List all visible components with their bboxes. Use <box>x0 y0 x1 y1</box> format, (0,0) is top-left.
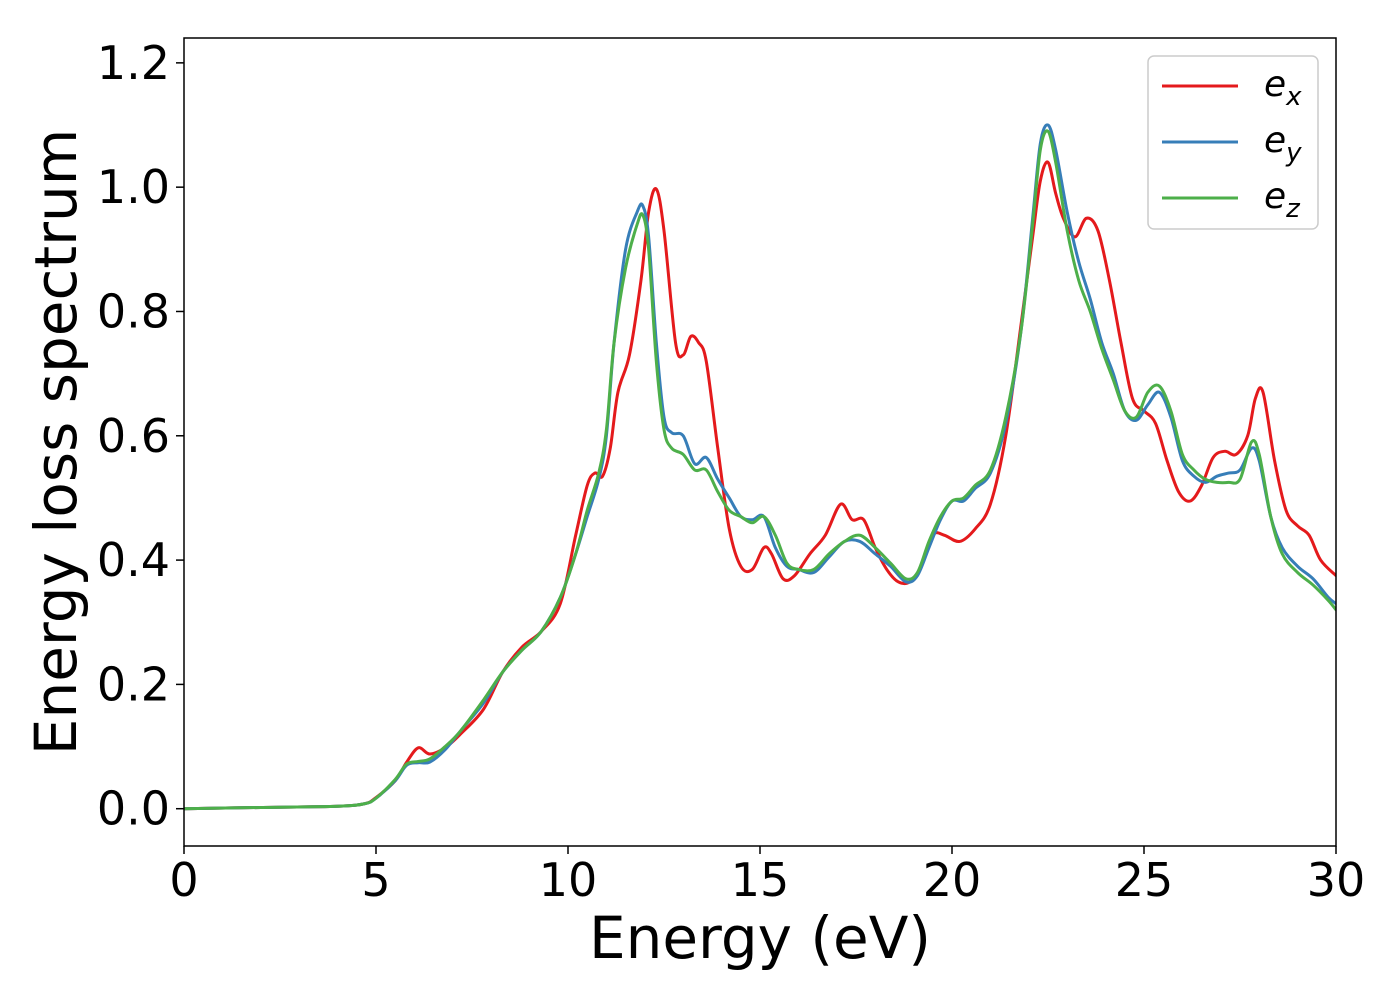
x-tick-label: 20 <box>923 853 982 907</box>
y-tick-label: 0.8 <box>97 284 170 338</box>
x-tick-label: 5 <box>361 853 390 907</box>
plot-background <box>184 38 1336 846</box>
y-tick-label: 0.2 <box>97 657 170 711</box>
x-axis-ticks: 0 5 10 15 20 25 30 <box>169 846 1365 907</box>
y-tick-label: 1.2 <box>97 36 170 90</box>
x-tick-label: 10 <box>539 853 598 907</box>
y-axis-title: Energy loss spectrum <box>22 129 90 755</box>
series-layer <box>184 123 1336 811</box>
y-tick-label: 0.0 <box>97 782 170 836</box>
x-tick-label: 15 <box>731 853 790 907</box>
y-tick-label: 0.6 <box>97 409 170 463</box>
x-tick-label: 30 <box>1307 853 1366 907</box>
legend-label-x: ex <box>1264 64 1302 112</box>
x-tick-label: 0 <box>169 853 198 907</box>
x-axis-title: Energy (eV) <box>589 904 931 972</box>
legend: ex ey ez <box>1147 55 1319 230</box>
legend-label-z: ez <box>1264 176 1301 224</box>
y-tick-label: 1.0 <box>97 160 170 214</box>
y-axis-ticks: 0.0 0.2 0.4 0.6 0.8 1.0 1.2 <box>97 36 184 836</box>
legend-label-y: ey <box>1264 120 1302 168</box>
y-tick-label: 0.4 <box>97 533 170 587</box>
series-line-z <box>184 129 1336 811</box>
x-tick-label: 25 <box>1115 853 1174 907</box>
